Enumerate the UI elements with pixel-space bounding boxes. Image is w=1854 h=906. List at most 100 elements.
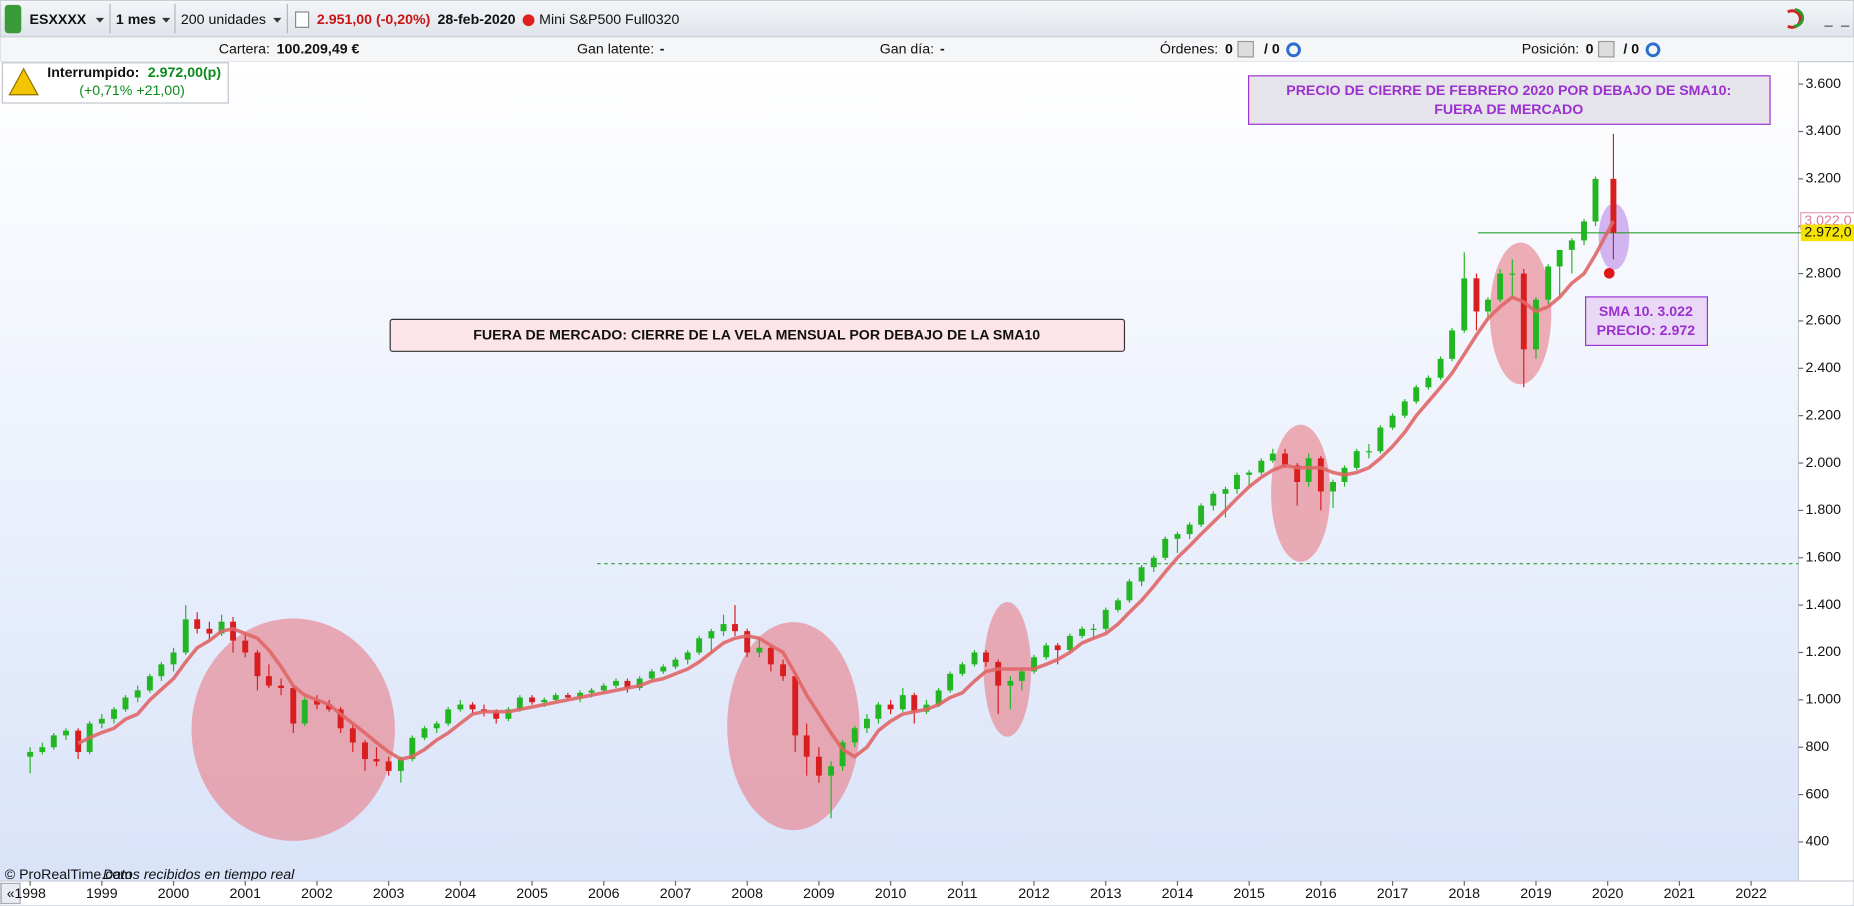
- candle-body: [1162, 538, 1169, 558]
- y-tick-label: 600: [1806, 786, 1830, 802]
- signal-dot: [1603, 267, 1615, 279]
- symbol[interactable]: ESXXXX: [30, 12, 87, 28]
- candle-body: [660, 666, 667, 672]
- candle-body: [1353, 451, 1360, 468]
- x-tick-label: 2010: [875, 886, 907, 902]
- candle-body: [1090, 628, 1097, 630]
- x-tick-label: 2017: [1377, 886, 1409, 902]
- candle-body: [254, 652, 261, 677]
- dropdown-arrow[interactable]: [273, 17, 282, 23]
- candle-body: [1102, 609, 1109, 629]
- candle-body: [1556, 249, 1563, 267]
- x-tick-label: 2002: [301, 886, 333, 902]
- sma-line: [77, 220, 1615, 761]
- scroll-left-button[interactable]: [0, 882, 21, 905]
- candle-body: [421, 728, 428, 738]
- candle-body: [971, 652, 978, 665]
- candle-body: [935, 690, 942, 705]
- refresh-icon[interactable]: [1787, 9, 1802, 29]
- period[interactable]: 1 mes: [116, 12, 156, 28]
- candle-body: [1473, 278, 1480, 312]
- close-icon[interactable]: [1598, 40, 1615, 58]
- dropdown-arrow[interactable]: [161, 17, 171, 23]
- candle-body: [899, 695, 906, 710]
- settings-icon[interactable]: [1645, 42, 1661, 58]
- candle-body: [158, 664, 165, 677]
- candle-body: [792, 676, 799, 736]
- candle-body: [947, 673, 954, 691]
- candle-body: [1461, 278, 1468, 331]
- dropdown-arrow[interactable]: [95, 17, 105, 23]
- x-tick-label: 2020: [1592, 886, 1624, 902]
- x-tick-label: 2005: [516, 886, 548, 902]
- candle-body: [1114, 600, 1121, 610]
- annotation-text: PRECIO: 2.972: [1597, 323, 1696, 339]
- candle-body: [613, 680, 619, 686]
- candle-body: [1509, 273, 1516, 275]
- orders-value: 0: [1225, 42, 1233, 58]
- y-tick-label: 1.600: [1806, 550, 1842, 566]
- info-icon[interactable]: [295, 11, 310, 28]
- candle-body: [1198, 505, 1205, 525]
- x-tick-label: 1999: [86, 886, 118, 902]
- candle-body: [720, 624, 727, 632]
- price-tag-label: 2.972,0: [1804, 225, 1851, 241]
- x-tick-label: 2013: [1090, 886, 1122, 902]
- x-tick-label: 2003: [373, 886, 405, 902]
- candle-body: [564, 695, 571, 698]
- candle-body: [493, 711, 500, 719]
- instrument: Mini S&P500 Full0320: [539, 12, 679, 28]
- annotation-text: PRECIO DE CIERRE DE FEBRERO 2020 POR DEB…: [1286, 83, 1731, 99]
- candle-body: [1389, 415, 1396, 428]
- day-label: Gan día:: [880, 42, 934, 58]
- candle-body: [1066, 635, 1073, 651]
- candle-body: [529, 697, 536, 703]
- x-tick-label: 1998: [14, 886, 46, 902]
- candle-body: [1031, 657, 1037, 672]
- price-tag: [1800, 224, 1854, 242]
- candle-body: [122, 697, 129, 710]
- position-label: Posición:: [1522, 42, 1580, 58]
- candle-body: [780, 664, 787, 677]
- y-tick-label: 400: [1806, 834, 1830, 850]
- app-icon[interactable]: [4, 4, 22, 34]
- price-axis: [1797, 61, 1854, 882]
- candle-body: [744, 631, 751, 653]
- highlight-circle: [1489, 242, 1552, 385]
- candle-body: [863, 718, 870, 729]
- candle-body: [1282, 453, 1288, 466]
- candle-body: [828, 766, 835, 776]
- alert-change: (+0,71% +21,00): [79, 83, 185, 99]
- units[interactable]: 200 unidades: [181, 12, 266, 28]
- candle-body: [552, 695, 559, 700]
- refresh-icon[interactable]: [1793, 8, 1805, 28]
- candle-body: [1317, 458, 1324, 492]
- candle-body: [756, 647, 763, 653]
- y-tick-label: 3.600: [1806, 76, 1842, 92]
- y-tick-label: 1.200: [1806, 644, 1842, 660]
- x-tick-label: 2009: [803, 886, 835, 902]
- close-icon[interactable]: [1237, 40, 1254, 58]
- candle-body: [1007, 680, 1014, 686]
- y-tick-label: 2.200: [1806, 407, 1842, 423]
- candle-body: [959, 664, 966, 674]
- settings-icon[interactable]: [1286, 42, 1301, 58]
- candle-body: [1246, 472, 1253, 475]
- candle-body: [588, 690, 595, 693]
- date: 28-feb-2020: [437, 12, 515, 28]
- y-tick-label: 800: [1806, 739, 1830, 755]
- alert-box[interactable]: [1, 62, 229, 104]
- annotation-text: SMA 10. 3.022: [1599, 304, 1693, 320]
- candle-body: [362, 742, 368, 760]
- candle-body: [1294, 465, 1301, 482]
- y-tick-label: 2.800: [1806, 265, 1842, 281]
- candle-body: [1174, 534, 1181, 539]
- candle-body: [1269, 453, 1276, 461]
- candle-body: [1592, 178, 1599, 222]
- candle-body: [1234, 474, 1240, 490]
- candle-body: [433, 723, 440, 729]
- candle-body: [995, 661, 1002, 686]
- candle-body: [27, 751, 34, 757]
